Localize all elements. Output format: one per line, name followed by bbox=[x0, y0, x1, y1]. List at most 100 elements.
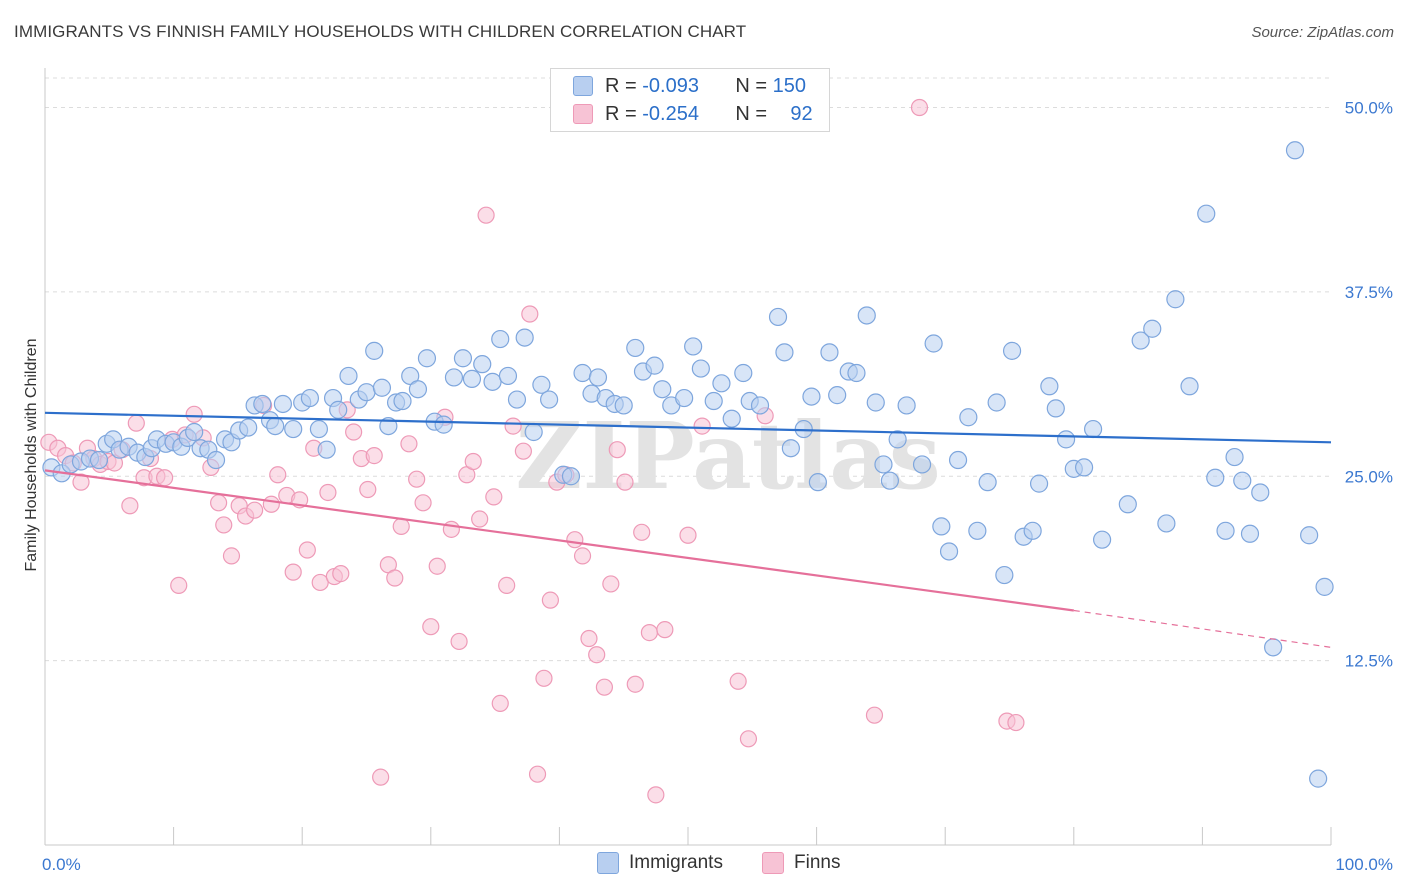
immigrants-point bbox=[1197, 204, 1216, 223]
immigrants-point bbox=[453, 349, 473, 368]
x-tick-label-max: 100.0% bbox=[1335, 855, 1393, 874]
finns-point bbox=[471, 510, 489, 528]
finns-point bbox=[656, 621, 674, 639]
finns-point bbox=[121, 497, 139, 515]
immigrants-point bbox=[524, 422, 543, 442]
gridlines bbox=[45, 77, 1331, 662]
immigrants-point bbox=[1118, 495, 1137, 514]
immigrants-point bbox=[959, 408, 978, 427]
finns-point bbox=[504, 417, 522, 435]
immigrants-point bbox=[434, 415, 453, 434]
immigrants-point bbox=[588, 368, 608, 387]
y-tick-label: 12.5% bbox=[1345, 652, 1393, 671]
trend-lines bbox=[44, 411, 1332, 648]
immigrants-point bbox=[473, 355, 492, 374]
y-tick-label: 37.5% bbox=[1345, 283, 1393, 302]
immigrants-point bbox=[948, 450, 968, 470]
finns-point bbox=[298, 541, 316, 559]
x-tick-label-min: 0.0% bbox=[42, 855, 81, 874]
r-value-immigrants: -0.093 bbox=[642, 74, 699, 97]
immigrants-point bbox=[847, 363, 866, 383]
immigrants-point bbox=[1143, 319, 1162, 338]
immigrants-point bbox=[722, 409, 741, 428]
immigrants-point bbox=[357, 383, 376, 402]
r-value-finns: -0.254 bbox=[642, 102, 699, 125]
immigrants-point bbox=[1157, 514, 1176, 533]
finns-point bbox=[262, 495, 280, 513]
finns-point bbox=[729, 672, 747, 690]
legend-row-finns: R = -0.254 N = 92 bbox=[573, 102, 813, 126]
immigrants-point bbox=[1309, 769, 1328, 788]
finns-point bbox=[626, 675, 644, 693]
immigrants-point bbox=[266, 417, 285, 436]
finns-swatch bbox=[573, 104, 593, 124]
immigrants-point bbox=[924, 334, 943, 353]
immigrants-point bbox=[995, 565, 1014, 585]
immigrants-point bbox=[1166, 290, 1185, 309]
finns-point bbox=[246, 501, 264, 519]
y-tick-label: 50.0% bbox=[1345, 99, 1393, 118]
finns-point bbox=[414, 494, 432, 512]
source-credit: Source: ZipAtlas.com bbox=[1251, 24, 1394, 41]
finns-point bbox=[602, 575, 620, 593]
finns-point bbox=[633, 523, 651, 541]
immigrants-point bbox=[768, 307, 788, 327]
immigrants-point bbox=[515, 328, 534, 347]
n-label: N = bbox=[735, 102, 768, 125]
finns-point bbox=[616, 473, 634, 491]
immigrants-point bbox=[775, 343, 794, 362]
finns-point bbox=[442, 520, 460, 538]
finns-point bbox=[608, 441, 626, 459]
n-value-finns: 92 bbox=[790, 102, 813, 125]
immigrants-point bbox=[1315, 577, 1334, 596]
immigrants-point bbox=[866, 393, 885, 412]
immigrants-point bbox=[1002, 341, 1022, 360]
finns-point bbox=[910, 98, 929, 117]
r-label: R = bbox=[605, 74, 637, 97]
finns-point bbox=[428, 557, 446, 575]
immigrants-point bbox=[1046, 399, 1065, 418]
immigrants-point bbox=[675, 388, 694, 408]
immigrants-point bbox=[1251, 483, 1270, 502]
n-value-immigrants: 150 bbox=[772, 74, 806, 97]
immigrants-point bbox=[653, 380, 672, 399]
finns-point bbox=[566, 531, 584, 549]
immigrants-point bbox=[1264, 638, 1283, 657]
finns-point bbox=[365, 447, 383, 465]
finns-point bbox=[528, 765, 547, 783]
immigrants-point bbox=[1180, 377, 1199, 396]
immigrants-point bbox=[626, 338, 645, 358]
immigrants-point bbox=[498, 366, 518, 386]
bottom-legend-finns: Finns bbox=[762, 852, 840, 874]
finns-point bbox=[215, 516, 233, 534]
finns-point bbox=[514, 442, 532, 460]
immigrants-point bbox=[781, 439, 800, 458]
finns-point bbox=[739, 730, 758, 748]
immigrants-point bbox=[1083, 419, 1103, 439]
immigrants-swatch bbox=[573, 76, 593, 96]
finns-point bbox=[573, 547, 592, 565]
immigrants-point bbox=[734, 363, 753, 383]
finns-point bbox=[392, 517, 410, 536]
immigrants-point bbox=[329, 400, 348, 419]
finns-point bbox=[679, 526, 697, 544]
finns-point bbox=[332, 564, 350, 583]
immigrants-point bbox=[483, 372, 502, 391]
finns-trend-line bbox=[44, 469, 1074, 612]
immigrants-point bbox=[897, 396, 916, 415]
immigrants-point bbox=[932, 517, 951, 536]
y-axis-label: Family Households with Children bbox=[23, 339, 40, 572]
immigrants-point bbox=[317, 440, 336, 459]
immigrants-point bbox=[888, 430, 907, 449]
finns-point bbox=[647, 786, 665, 804]
legend-row-immigrants: R = -0.093 N = 150 bbox=[573, 74, 806, 98]
correlation-legend: R = -0.093 N = 150 R = -0.254 N = 92 bbox=[550, 68, 830, 132]
finns-point bbox=[450, 632, 468, 651]
immigrants-point bbox=[339, 366, 358, 386]
immigrants-point bbox=[912, 455, 932, 474]
immigrants-point bbox=[393, 391, 412, 411]
immigrants-point bbox=[273, 394, 293, 414]
immigrants-legend-label: Immigrants bbox=[629, 852, 723, 873]
immigrants-legend-swatch bbox=[597, 852, 619, 874]
